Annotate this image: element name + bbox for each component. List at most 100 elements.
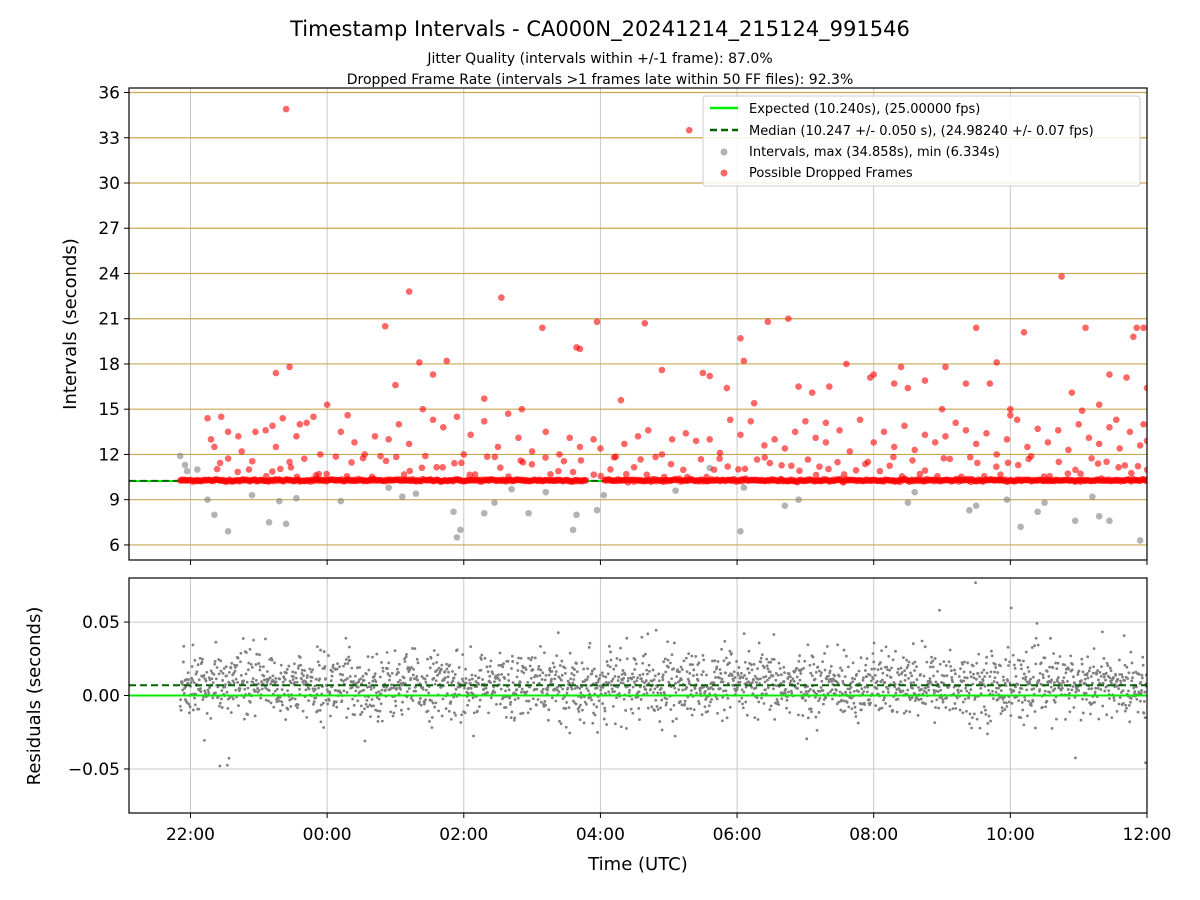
dropped-frame-point — [453, 413, 461, 421]
residual-point — [875, 686, 879, 690]
dropped-frame-point — [716, 449, 724, 457]
residual-point — [975, 661, 979, 665]
residual-point — [587, 645, 591, 649]
residual-point — [551, 661, 555, 665]
residual-point — [1093, 690, 1097, 694]
residual-point — [953, 668, 956, 672]
residual-point — [857, 669, 861, 673]
residual-point — [681, 688, 685, 692]
residual-point — [899, 666, 903, 670]
residual-point — [541, 687, 545, 691]
residual-point — [1000, 706, 1004, 710]
residual-point — [347, 655, 351, 659]
residual-point — [1031, 699, 1035, 703]
residual-point — [568, 651, 572, 655]
residual-point — [1109, 669, 1113, 673]
residual-point — [300, 668, 304, 672]
dropped-frame-point — [993, 451, 1000, 458]
residual-point — [641, 661, 645, 665]
residual-point — [229, 711, 233, 714]
legend-median-label: Median (10.247 +/- 0.050 s), (24.98240 +… — [749, 124, 1094, 139]
residual-point — [214, 677, 218, 681]
residual-point — [1024, 678, 1027, 681]
dropped-frame-point — [303, 419, 310, 427]
residual-point — [1068, 710, 1072, 714]
residual-point — [1141, 663, 1145, 667]
residual-point — [923, 689, 926, 693]
residual-point — [560, 673, 564, 677]
dropped-frame-point — [429, 416, 437, 424]
residual-point — [1096, 678, 1100, 682]
residual-point — [1023, 695, 1027, 699]
dropped-frame-point — [679, 466, 687, 474]
residual-point — [647, 663, 651, 667]
residual-point — [344, 657, 348, 661]
residual-point — [842, 699, 846, 703]
residual-point — [678, 670, 681, 674]
residual-point — [724, 689, 728, 692]
residual-point — [1100, 630, 1104, 634]
residual-point — [211, 696, 215, 700]
residual-point — [944, 706, 948, 709]
residual-point — [509, 700, 513, 704]
dropped-frame-point — [747, 417, 755, 425]
residual-point — [385, 651, 389, 654]
residual-point — [908, 710, 912, 714]
residual-point — [245, 651, 248, 654]
residual-point — [1064, 717, 1067, 721]
dropped-frame-point — [213, 465, 221, 473]
residual-point — [346, 707, 350, 711]
residual-point — [1020, 667, 1023, 671]
residual-point — [803, 685, 807, 689]
residual-point — [219, 669, 223, 673]
residual-point — [1016, 683, 1020, 686]
residual-point — [749, 663, 753, 667]
residual-point — [345, 690, 349, 694]
residual-point — [750, 668, 754, 672]
residual-point — [741, 676, 745, 679]
residual-point — [951, 680, 954, 684]
residual-point — [661, 678, 665, 682]
dropped-frame-point — [1075, 420, 1082, 428]
residual-point — [1004, 658, 1008, 661]
residual-point — [988, 675, 992, 678]
residual-point — [754, 686, 758, 690]
residual-point — [544, 703, 548, 707]
residual-point — [321, 701, 325, 705]
residual-point — [719, 672, 723, 675]
residual-point — [1049, 680, 1053, 684]
residual-point — [639, 697, 643, 701]
intervals-axes-frame — [128, 87, 1148, 561]
residual-point — [338, 672, 342, 676]
residual-point — [963, 676, 967, 679]
residual-point — [330, 674, 334, 678]
residual-point — [478, 705, 481, 709]
residual-point — [286, 689, 290, 693]
residual-point — [308, 667, 312, 671]
residual-point — [613, 690, 616, 693]
dropped-frame-point — [451, 459, 458, 467]
residual-point — [979, 686, 983, 690]
intervals-y-tick-label: 15 — [98, 400, 120, 420]
residual-point — [395, 687, 399, 690]
dropped-frame-point — [287, 464, 295, 471]
residual-point — [787, 672, 791, 676]
dropped-frame-point — [699, 369, 707, 377]
residual-point — [367, 681, 371, 685]
residual-point — [1087, 669, 1091, 673]
dropped-frame-point — [658, 366, 666, 374]
dropped-frame-point — [590, 471, 598, 478]
residual-point — [443, 669, 447, 673]
residual-point — [1051, 666, 1055, 670]
residual-point — [245, 680, 249, 684]
residual-point — [318, 708, 322, 712]
residual-point — [601, 702, 605, 705]
residual-point — [678, 700, 682, 703]
residual-point — [860, 687, 864, 691]
residual-point — [266, 670, 269, 673]
residual-point — [970, 726, 973, 730]
residual-point — [861, 692, 865, 696]
residual-point — [709, 700, 712, 704]
residual-point — [836, 681, 840, 685]
